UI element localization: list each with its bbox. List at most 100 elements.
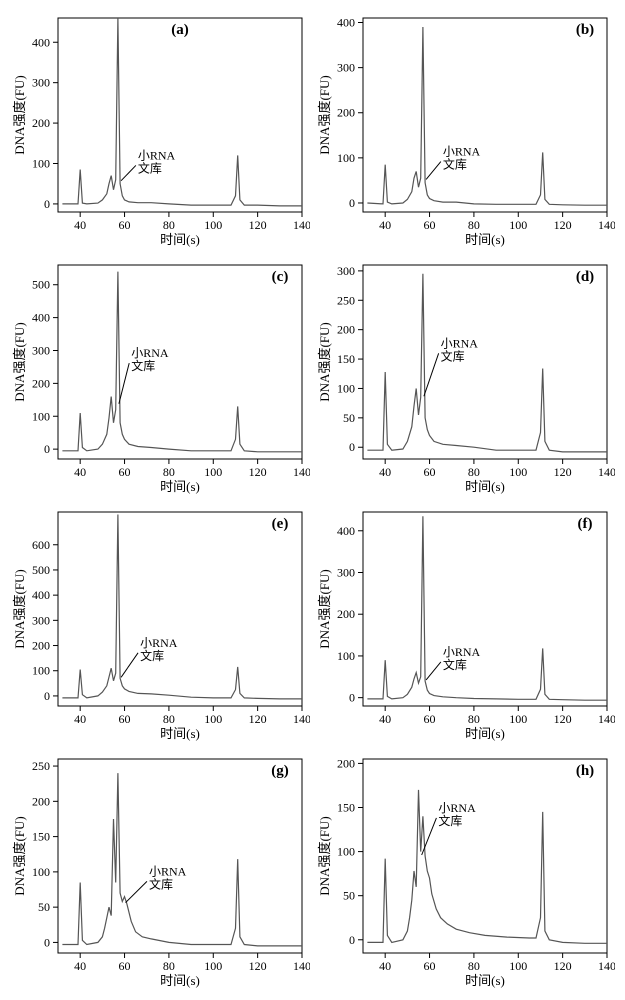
y-axis-label: DNA强度(FU): [317, 569, 332, 648]
x-tick-label: 120: [249, 218, 267, 232]
annotation-text-line2: 文库: [140, 648, 164, 663]
x-axis-label: 时间(s): [465, 232, 505, 247]
annotation-text-line1: 小RNA: [131, 346, 169, 360]
electropherogram-trace: [367, 790, 607, 943]
panel-label: (b): [575, 22, 593, 38]
x-tick-label: 40: [379, 959, 391, 973]
y-axis-label: DNA强度(FU): [12, 816, 27, 895]
electropherogram-trace: [62, 272, 302, 452]
annotation-pointer: [121, 653, 138, 677]
y-tick-label: 100: [337, 381, 355, 395]
electropherogram-trace: [62, 18, 302, 206]
y-tick-label: 300: [337, 565, 355, 579]
y-tick-label: 100: [337, 151, 355, 165]
x-tick-label: 120: [249, 959, 267, 973]
y-tick-label: 100: [337, 649, 355, 663]
annotation-text-line2: 文库: [149, 876, 173, 891]
electropherogram-trace: [367, 516, 607, 700]
x-tick-label: 140: [293, 465, 310, 479]
annotation-text-line1: 小RNA: [440, 336, 478, 350]
panel-h: 406080100120140050100150200时间(s)DNA强度(FU…: [315, 751, 616, 990]
x-tick-label: 140: [598, 218, 615, 232]
panel-label: (g): [271, 763, 289, 779]
plot-frame: [363, 759, 607, 953]
y-tick-label: 0: [349, 196, 355, 210]
y-tick-label: 200: [337, 323, 355, 337]
x-tick-label: 100: [204, 218, 222, 232]
chart-grid: 4060801001201400100200300400时间(s)DNA强度(F…: [10, 10, 615, 990]
panel-d: 406080100120140050100150200250300时间(s)DN…: [315, 257, 616, 496]
annotation-pointer: [126, 881, 147, 902]
annotation-text-line2: 文库: [438, 813, 462, 828]
annotation-text-line1: 小RNA: [438, 801, 476, 815]
x-tick-label: 80: [467, 218, 479, 232]
annotation-pointer: [119, 363, 129, 404]
y-tick-label: 400: [32, 588, 50, 602]
x-tick-label: 120: [249, 712, 267, 726]
y-tick-label: 250: [337, 293, 355, 307]
y-axis-label: DNA强度(FU): [12, 322, 27, 401]
annotation-text-line2: 文库: [442, 657, 466, 672]
y-axis-label: DNA强度(FU): [317, 75, 332, 154]
panel-b: 4060801001201400100200300400时间(s)DNA强度(F…: [315, 10, 616, 249]
plot-frame: [58, 512, 302, 706]
y-tick-label: 200: [32, 116, 50, 130]
y-axis-label: DNA强度(FU): [12, 75, 27, 154]
y-tick-label: 150: [337, 801, 355, 815]
x-tick-label: 140: [293, 959, 310, 973]
x-tick-label: 80: [467, 465, 479, 479]
annotation-pointer: [121, 165, 136, 180]
x-tick-label: 120: [249, 465, 267, 479]
annotation-text-line1: 小RNA: [149, 864, 187, 878]
annotation-text-line1: 小RNA: [138, 148, 176, 162]
panel-label: (d): [575, 269, 593, 285]
x-tick-label: 40: [379, 218, 391, 232]
electropherogram-trace: [62, 773, 302, 946]
y-axis-label: DNA强度(FU): [12, 569, 27, 648]
x-tick-label: 80: [467, 712, 479, 726]
x-tick-label: 60: [423, 712, 435, 726]
x-tick-label: 80: [163, 712, 175, 726]
annotation-text-line2: 文库: [440, 348, 464, 363]
plot-frame: [363, 512, 607, 706]
x-tick-label: 100: [509, 218, 527, 232]
electropherogram-trace: [62, 515, 302, 699]
y-tick-label: 0: [349, 933, 355, 947]
y-tick-label: 400: [337, 16, 355, 30]
electropherogram-trace: [367, 274, 607, 452]
y-tick-label: 300: [32, 613, 50, 627]
panel-e: 4060801001201400100200300400500600时间(s)D…: [10, 504, 311, 743]
electropherogram-trace: [367, 27, 607, 205]
x-tick-label: 40: [74, 218, 86, 232]
y-tick-label: 600: [32, 538, 50, 552]
y-tick-label: 500: [32, 563, 50, 577]
annotation-text-line2: 文库: [442, 157, 466, 172]
x-tick-label: 100: [204, 712, 222, 726]
panel-f: 4060801001201400100200300400时间(s)DNA强度(F…: [315, 504, 616, 743]
annotation-pointer: [423, 353, 438, 396]
x-tick-label: 40: [379, 712, 391, 726]
x-tick-label: 140: [598, 465, 615, 479]
plot-frame: [363, 265, 607, 459]
x-tick-label: 40: [74, 712, 86, 726]
x-tick-label: 140: [293, 712, 310, 726]
x-tick-label: 60: [423, 465, 435, 479]
y-tick-label: 50: [343, 411, 355, 425]
plot-frame: [58, 265, 302, 459]
y-tick-label: 500: [32, 278, 50, 292]
y-tick-label: 200: [337, 756, 355, 770]
y-tick-label: 100: [32, 664, 50, 678]
annotation-text-line1: 小RNA: [442, 645, 480, 659]
y-tick-label: 200: [32, 794, 50, 808]
y-tick-label: 100: [32, 157, 50, 171]
y-tick-label: 50: [38, 900, 50, 914]
plot-frame: [58, 759, 302, 953]
x-tick-label: 100: [509, 465, 527, 479]
x-tick-label: 40: [379, 465, 391, 479]
x-tick-label: 120: [553, 712, 571, 726]
y-tick-label: 400: [337, 524, 355, 538]
y-tick-label: 300: [32, 76, 50, 90]
y-tick-label: 200: [32, 639, 50, 653]
y-tick-label: 150: [32, 830, 50, 844]
panel-g: 406080100120140050100150200250时间(s)DNA强度…: [10, 751, 311, 990]
